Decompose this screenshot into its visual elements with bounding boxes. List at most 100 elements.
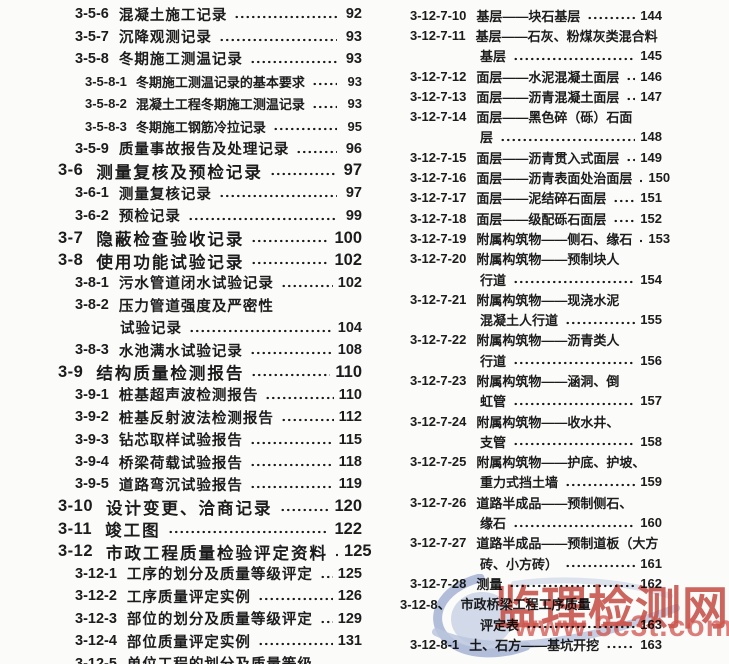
dot-leader: [638, 237, 644, 246]
toc-entry-title: 面层——黑色碎（砾）石面: [476, 110, 633, 126]
toc-row: 3-12-7-12 面层——水泥混凝土面层 146: [398, 66, 662, 86]
toc-entry-title: 隐蔽检查验收记录: [96, 231, 245, 250]
dot-leader: [564, 318, 636, 327]
toc-row: 3-5-8-2 混凝土工程冬期施工测温记录 93: [58, 93, 362, 115]
toc-entry-number: 3-12-7-21: [410, 291, 467, 307]
toc-row: 3-12-7-26 道路半成品——预制侧石、: [398, 492, 662, 512]
toc-entry-title: 附属构筑物——涵洞、倒: [476, 373, 620, 389]
toc-row: 3-8-2 压力管道强度及严密性: [58, 294, 362, 316]
toc-entry-number: 3-12-7-20: [410, 251, 467, 267]
toc-page-number: 147: [640, 88, 662, 104]
toc-entry-title: 支管: [480, 434, 507, 450]
toc-entry-title: 桩基超声波检测报告: [118, 388, 259, 405]
toc-page-number: 120: [334, 497, 362, 516]
toc-entry-number: 3-12-2: [75, 588, 117, 605]
toc-entry-number: 3-12-7-22: [410, 332, 467, 348]
toc-row: 3-12-8-1 土、石方——基坑开挖 163: [398, 634, 662, 654]
toc-page-number: 102: [334, 250, 362, 269]
toc-row: 3-5-9 质量事故报告及处理记录 96: [58, 137, 362, 159]
toc-page-number: 115: [338, 431, 362, 448]
toc-entry-number: 3-12-7-25: [410, 454, 467, 470]
toc-entry-title: 压力管道强度及严密性: [118, 298, 274, 315]
toc-page-number: 155: [640, 312, 662, 328]
toc-row: 3-8-1 污水管道闭水试验记录 102: [58, 272, 362, 294]
toc-row: 3-9-3 钻芯取样试验报告 115: [58, 428, 362, 450]
toc-entry-title: 面层——级配砾石面层: [476, 211, 607, 227]
toc-row: 混凝土人行道 155: [398, 309, 662, 329]
toc-entry-title: 附属构筑物——预制块人: [476, 252, 620, 268]
toc-entry-title: 水池满水试验记录: [118, 343, 243, 360]
toc-page-number: 159: [640, 474, 662, 490]
toc-page-number: 125: [344, 542, 372, 561]
toc-row: 3-12-7-10 基层——块石基层 144: [398, 5, 662, 25]
toc-row: 3-9-4 桥梁荷载试验报告 118: [58, 451, 362, 473]
toc-entry-title: 测量: [476, 576, 503, 592]
toc-entry-number: 3-12-7-23: [410, 372, 467, 388]
toc-entry-number: 3-5-6: [75, 6, 109, 23]
toc-row: 3-7 隐蔽检查验收记录 100: [58, 227, 362, 250]
toc-page-number: 125: [337, 565, 362, 582]
toc-row: 行道 154: [398, 269, 662, 289]
toc-entry-number: 3-5-8-3: [85, 118, 127, 134]
toc-row: 3-12-7-28 测量 162: [398, 573, 662, 593]
dot-leader: [271, 125, 337, 134]
toc-entry-number: 3-9-5: [75, 476, 109, 493]
toc-entry-title: 面层——水泥混凝土面层: [476, 69, 620, 85]
toc-entry-title: 附属构筑物——收水井、: [476, 414, 620, 430]
toc-entry-title: 测量复核记录: [118, 186, 212, 203]
toc-row: 评定表 163: [398, 614, 662, 634]
toc-page-number: 150: [648, 170, 671, 186]
toc-entry-number: 3-5-8: [75, 50, 109, 67]
toc-row: 基层 145: [398, 46, 662, 66]
toc-row: 3-12-7-20 附属构筑物——预制块人: [398, 249, 662, 269]
toc-entry-title: 工序质量评定实例: [126, 589, 251, 606]
toc-page-number: 153: [648, 230, 671, 246]
toc-page-number: 145: [640, 48, 662, 64]
toc-entry-title: 道路半成品——预制侧石、: [476, 495, 633, 511]
toc-entry-number: 3-9-4: [75, 454, 109, 470]
toc-row: 3-6 测量复核及预检记录 97: [58, 160, 362, 182]
toc-page-number: 158: [640, 433, 662, 449]
toc-page-number: 110: [338, 386, 362, 403]
toc-entry-title: 沉降观测记录: [118, 30, 212, 47]
dot-leader: [512, 440, 636, 449]
toc-entry-number: 3-12-7-27: [410, 535, 467, 551]
toc-entry-title: 测量复核及预检记录: [96, 163, 263, 182]
dot-leader: [166, 528, 330, 537]
toc-row: 3-10 设计变更、洽商记录 120: [58, 496, 362, 518]
toc-row: 层 148: [398, 127, 662, 147]
toc-entry-number: 3-9-2: [75, 409, 109, 426]
toc-row: 3-8-3 水池满水试验记录 108: [58, 339, 362, 361]
toc-page-number: 92: [345, 6, 362, 23]
toc-entry-number: 3-12-7-15: [410, 149, 467, 165]
toc-page-number: 93: [347, 73, 362, 89]
toc-entry-title: 冬期施工测温记录: [118, 52, 243, 69]
toc-row: 3-8 使用功能试验记录 102: [58, 249, 362, 272]
toc-page-number: 151: [640, 190, 662, 206]
dot-leader: [625, 95, 636, 104]
toc-page-number: 112: [338, 409, 362, 426]
toc-entry-title: 附属构筑物——护底、护坡、: [476, 455, 646, 471]
toc-page-number: 129: [337, 610, 362, 627]
toc-entry-title: 质量事故报告及处理记录: [118, 142, 290, 159]
dot-leader: [279, 416, 334, 425]
toc-row: 3-5-7 沉降观测记录 93: [58, 25, 362, 47]
toc-entry-number: 3-12-7-18: [410, 210, 467, 226]
dot-leader: [612, 217, 636, 226]
toc-page-number: 97: [343, 161, 362, 180]
toc-entry-number: 3-12-8-1: [410, 636, 460, 652]
dot-leader: [586, 14, 636, 23]
toc-entry-number: 3-12-7-26: [410, 494, 467, 510]
toc-row: 3-12-7-22 附属构筑物——沥青类人: [398, 330, 662, 350]
toc-entry-number: 3-12-7-11: [410, 27, 466, 43]
toc-page-number: 148: [640, 129, 662, 145]
toc-row: 3-12-7-11 基层——石灰、粉煤灰类混合料: [398, 25, 662, 45]
toc-entry-title: 面层——泥结碎石面层: [476, 191, 607, 207]
toc-row: 试验记录 104: [58, 316, 362, 338]
toc-entry-title: 工序的划分及质量等级评定: [126, 567, 313, 584]
toc-entry-title: 市政桥梁工程工序质量: [460, 597, 591, 613]
toc-row: 3-9-5 道路弯沉试验报告 119: [58, 473, 362, 495]
toc-page-number: 108: [337, 342, 362, 359]
toc-entry-number: 3-8-2: [75, 297, 109, 314]
toc-left-column: 3-5-6 混凝土施工记录 92 3-5-7 沉降观测记录 93 3-5-8 冬期施工测温记录…: [58, 3, 372, 664]
